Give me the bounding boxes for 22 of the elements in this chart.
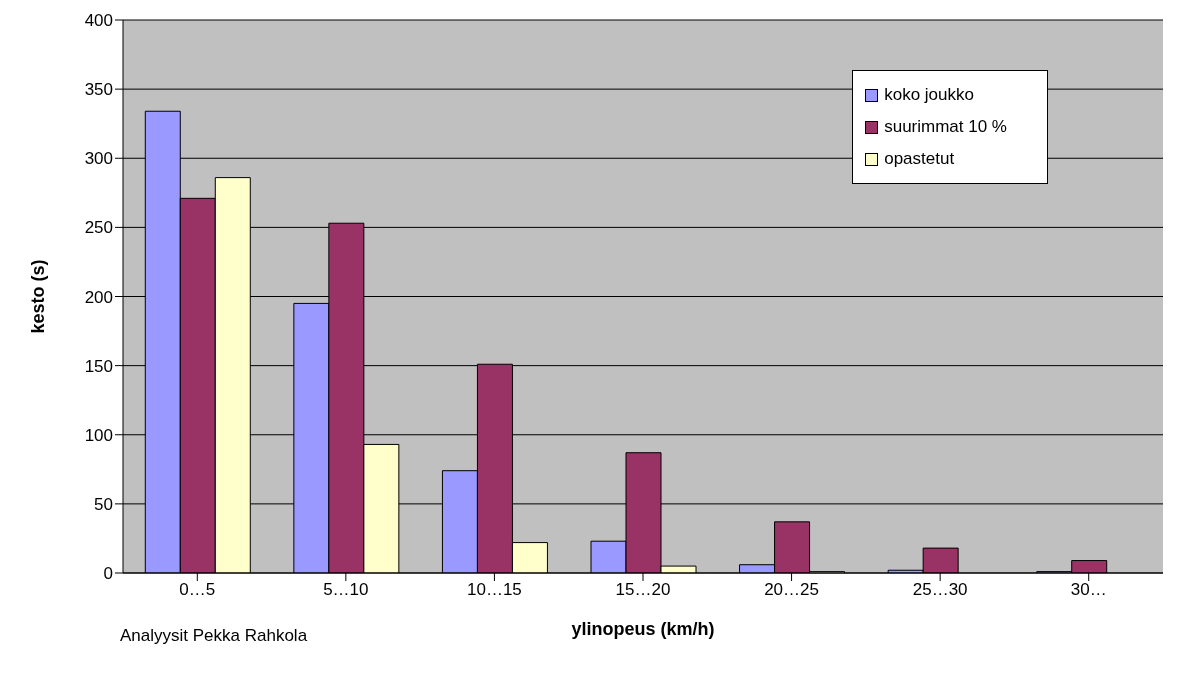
x-tick-label: 15…20 (615, 580, 671, 600)
x-tick-label: 5…10 (323, 580, 369, 600)
y-tick-label: 50 (94, 494, 113, 514)
legend-label: opastetut (884, 149, 955, 169)
x-tick-label: 20…25 (764, 580, 819, 600)
y-tick-label: 300 (84, 149, 113, 169)
x-tick-label: 30… (1070, 580, 1107, 600)
x-tick-label: 25…30 (912, 580, 968, 600)
x-tick-label: 0…5 (179, 580, 216, 600)
text: Analyysit Pekka Rahkola (120, 626, 308, 646)
x-axis-title: ylinopeus (km/h) (571, 619, 715, 639)
y-tick-label: 350 (84, 80, 113, 100)
legend-label: suurimmat 10 % (884, 117, 1007, 137)
y-tick-label: 400 (84, 11, 113, 31)
y-tick-label: 100 (84, 425, 113, 445)
y-axis-title: kesto (s) (28, 259, 49, 334)
legend-label: koko joukko (884, 85, 974, 105)
x-tick-label: 10…15 (467, 580, 522, 600)
y-tick-label: 150 (84, 356, 113, 376)
y-tick-label: 250 (84, 218, 113, 238)
y-tick-label: 0 (103, 564, 113, 584)
y-tick-label: 200 (84, 287, 113, 307)
